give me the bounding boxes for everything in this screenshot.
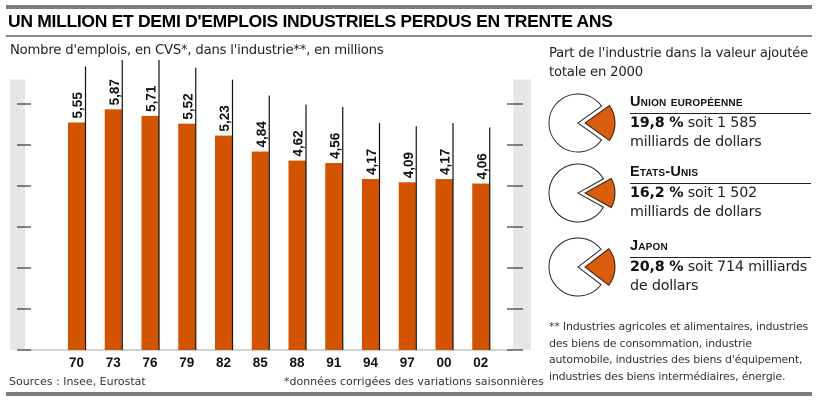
top-rule: [6, 5, 812, 9]
bar-value-label: 4,84: [254, 121, 269, 148]
pie-slice-industry: [584, 248, 616, 286]
pie-block-eu: Union européenne 19,8 % soit 1 585 milli…: [540, 88, 818, 160]
pie-label-rule: [630, 183, 811, 184]
pie-chart-us: [548, 163, 616, 223]
x-tick-label: 94: [363, 355, 379, 370]
bar-value-label: 5,52: [180, 93, 195, 119]
bar-value-label: 4,62: [291, 130, 306, 156]
x-tick-label: 85: [253, 355, 269, 370]
x-tick-label: 76: [142, 355, 158, 370]
bar-chart: 5,55 70 5,87 73 5,71 76 5,52 79 5,23 82 4,84 85 4,62…: [10, 60, 531, 370]
pie-remainder: [548, 237, 602, 297]
pie-chart-japan: [548, 237, 616, 297]
x-tick-label: 97: [400, 355, 415, 370]
bar-value-label: 4,17: [364, 149, 379, 175]
bar-value-label: 5,23: [217, 105, 232, 132]
x-tick-label: 73: [106, 355, 122, 370]
pie-label-us: Etats-Unis: [630, 164, 699, 180]
bar: [362, 179, 379, 350]
bar: [472, 183, 490, 350]
pie-remainder: [548, 93, 603, 153]
bottom-rule: [6, 392, 812, 396]
bar-value-label: 5,87: [107, 79, 122, 105]
pie-pct-us: 16,2 %: [630, 185, 684, 201]
bar: [325, 163, 343, 350]
pie-pct-japan: 20,8 %: [630, 259, 684, 275]
pie-pct-eu: 19,8 %: [630, 115, 684, 131]
right-axis-strip: [513, 79, 531, 351]
pie-value-eu: 19,8 % soit 1 585 milliards de dollars: [630, 114, 818, 152]
bar: [251, 151, 269, 350]
industries-footnote: ** Industries agricoles et alimentaires,…: [549, 320, 809, 383]
x-tick-label: 88: [289, 355, 305, 370]
x-tick-label: 79: [179, 355, 194, 370]
chart-title: UN MILLION ET DEMI D'EMPLOIS INDUSTRIELS…: [8, 11, 613, 31]
pie-block-us: Etats-Unis 16,2 % soit 1 502 milliards d…: [540, 158, 818, 230]
pie-amount-us: soit 1 502 milliards de dollars: [630, 185, 762, 220]
pie-label-japan: Japon: [630, 238, 668, 254]
pie-amount-eu: soit 1 585 milliards de dollars: [630, 115, 762, 150]
x-tick-label: 82: [216, 355, 231, 370]
bar-value-label: 5,55: [70, 92, 85, 119]
sources-note: Sources : Insee, Eurostat: [9, 375, 146, 388]
bar: [178, 123, 196, 351]
pie-amount-japan: soit 714 milliards de dollars: [630, 259, 808, 294]
pie-label-rule: [630, 257, 811, 258]
chart-subtitle: Nombre d'emplois, en CVS*, dans l'indust…: [10, 43, 384, 58]
x-tick-label: 91: [326, 355, 342, 370]
pie-block-japan: Japon 20,8 % soit 714 milliards de dolla…: [540, 232, 818, 304]
pie-value-us: 16,2 % soit 1 502 milliards de dollars: [630, 184, 818, 222]
pie-label-eu: Union européenne: [630, 94, 743, 110]
bar-value-label: 4,56: [327, 132, 342, 159]
bar: [435, 179, 453, 350]
cvs-footnote: *données corrigées des variations saison…: [284, 375, 544, 388]
pie-slice-industry: [583, 177, 616, 209]
pie-label-rule: [630, 113, 811, 114]
x-tick-label: 00: [436, 355, 451, 370]
bar-value-label: 4,17: [438, 149, 453, 175]
pie-chart-eu: [548, 93, 616, 153]
bar-value-label: 4,09: [401, 152, 416, 178]
bar: [215, 135, 232, 350]
x-tick-label: 02: [473, 355, 488, 370]
bar: [68, 122, 85, 350]
bar: [288, 160, 306, 350]
pie-slice-industry: [584, 104, 616, 142]
pie-section-title: Part de l'industrie dans la valeur ajout…: [549, 46, 808, 80]
title-rule: [6, 35, 812, 37]
pie-value-japan: 20,8 % soit 714 milliards de dollars: [630, 258, 818, 296]
left-axis-strip: [10, 79, 25, 351]
pie-remainder: [548, 163, 605, 223]
bar: [141, 115, 159, 350]
bar-value-label: 4,06: [474, 153, 489, 180]
bar: [104, 109, 122, 350]
bar: [398, 182, 416, 350]
bar-value-label: 5,71: [144, 85, 159, 112]
x-tick-label: 70: [69, 355, 84, 370]
